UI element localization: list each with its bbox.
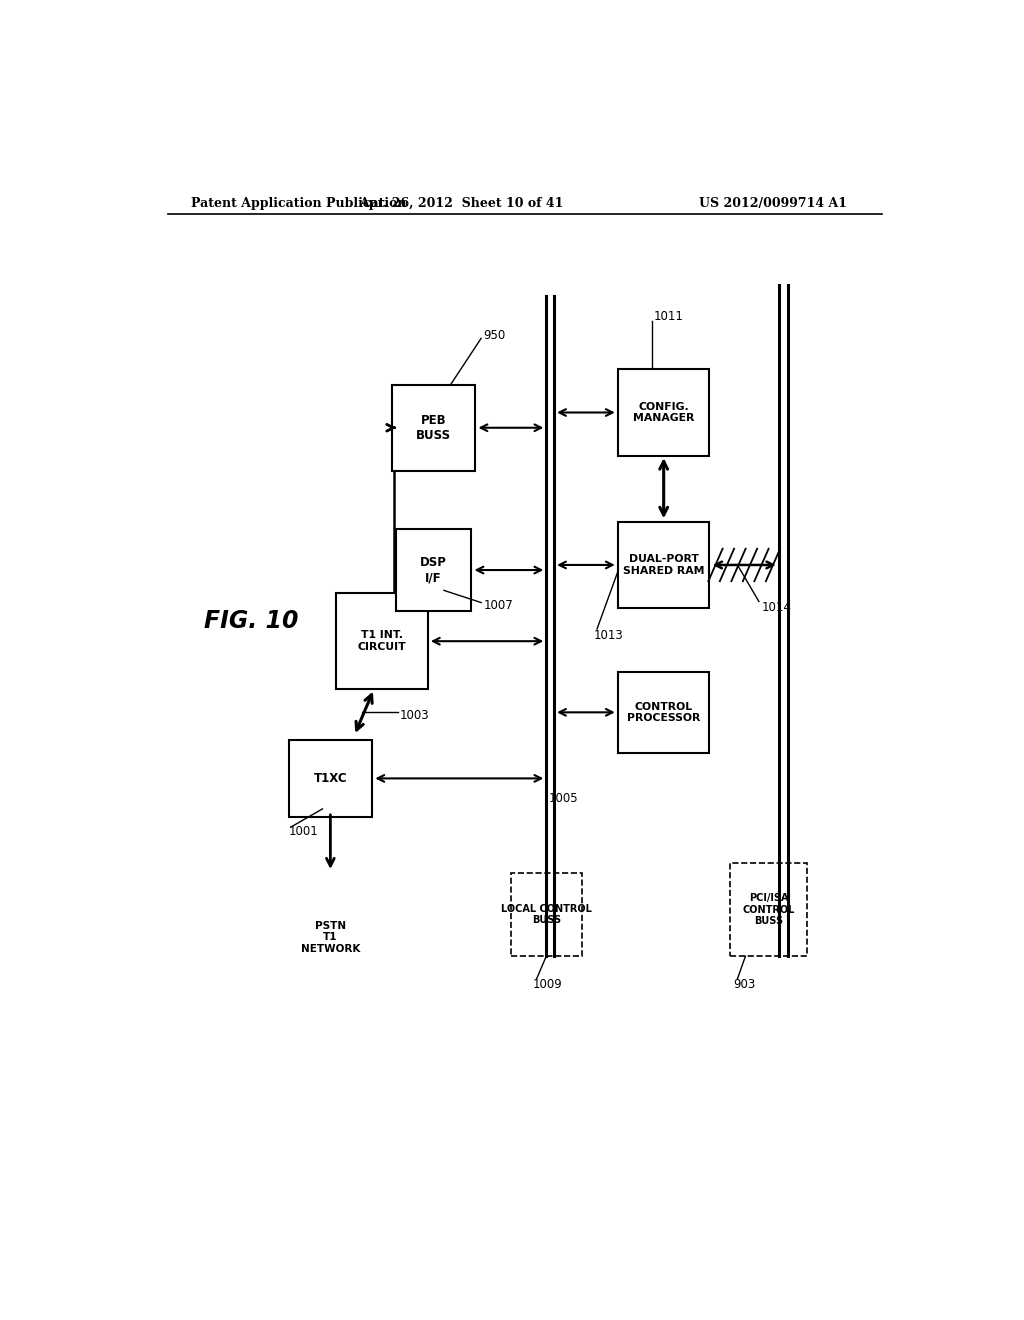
FancyBboxPatch shape [618,672,710,752]
Text: DSP
I/F: DSP I/F [420,556,446,583]
FancyBboxPatch shape [511,873,582,956]
Text: 1007: 1007 [483,599,513,612]
Text: 1001: 1001 [289,825,318,838]
Text: 1009: 1009 [532,978,562,991]
FancyBboxPatch shape [618,370,710,455]
Text: DUAL-PORT
SHARED RAM: DUAL-PORT SHARED RAM [623,554,705,576]
Text: 1014: 1014 [761,601,792,614]
Text: T1 INT.
CIRCUIT: T1 INT. CIRCUIT [357,631,407,652]
Text: Patent Application Publication: Patent Application Publication [191,197,407,210]
Text: 1011: 1011 [654,310,684,323]
Text: Apr. 26, 2012  Sheet 10 of 41: Apr. 26, 2012 Sheet 10 of 41 [359,197,563,210]
Text: US 2012/0099714 A1: US 2012/0099714 A1 [699,197,848,210]
Text: FIG. 10: FIG. 10 [204,609,298,632]
FancyBboxPatch shape [289,741,372,817]
Text: PEB
BUSS: PEB BUSS [416,413,452,442]
Text: CONFIG.
MANAGER: CONFIG. MANAGER [633,401,694,424]
Text: PSTN
T1
NETWORK: PSTN T1 NETWORK [301,921,360,954]
Text: 903: 903 [733,978,756,991]
Text: 1013: 1013 [594,628,624,642]
FancyBboxPatch shape [618,521,710,609]
Text: 1005: 1005 [549,792,579,805]
Text: PCI/ISA
CONTROL
BUSS: PCI/ISA CONTROL BUSS [742,892,795,927]
Text: 950: 950 [483,329,506,342]
Text: T1XC: T1XC [313,772,347,785]
Text: LOCAL CONTROL
BUSS: LOCAL CONTROL BUSS [501,904,592,925]
FancyBboxPatch shape [396,529,471,611]
FancyBboxPatch shape [729,863,807,956]
FancyBboxPatch shape [392,384,475,471]
Text: CONTROL
PROCESSOR: CONTROL PROCESSOR [627,701,700,723]
FancyBboxPatch shape [336,593,428,689]
Text: 1003: 1003 [399,709,429,722]
